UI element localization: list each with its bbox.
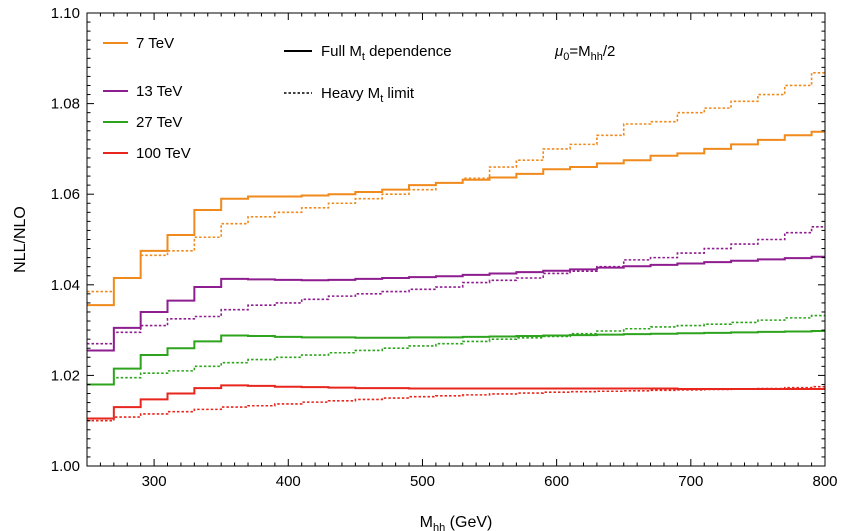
y-tick-label: 1.04 [51,277,80,294]
x-tick-label: 400 [276,473,301,490]
legend-style-label-solid: Full Mt dependence [321,43,452,63]
y-axis-label: NLL/NLO [12,206,29,273]
legend-style-label-dotted: Heavy Mt limit [321,85,415,105]
x-tick-label: 500 [410,473,435,490]
legend-label-27-tev: 27 TeV [136,114,182,131]
series-27-tev-heavy-line [87,314,825,386]
ticks-layer: 300 400 500 600 700 800 1.00 1.02 1.04 1.06 1.08 1.… [51,5,838,490]
series-100-tev-heavy-line [87,385,825,422]
x-tick-label: 800 [812,473,837,490]
x-axis-label: Mhh (GeV) [420,514,493,531]
x-tick-label: 300 [142,473,167,490]
series-layer [87,72,825,422]
y-tick-label: 1.10 [51,5,80,22]
y-tick-label: 1.02 [51,367,80,384]
y-tick-label: 1.00 [51,458,80,475]
scale-annotation: μ0=Mhh/2 [554,43,615,63]
plot-frame [86,12,826,467]
series-7-tev-full-line [87,130,825,307]
series-13-tev-heavy-line [87,226,825,345]
series-100-tev-full-line [87,384,825,420]
axis-labels: Mhh (GeV) NLL/NLO [12,206,492,531]
x-tick-label: 600 [544,473,569,490]
series-13-tev-full-line [87,255,825,352]
legend-label-7-tev: 7 TeV [136,35,174,52]
series-27-tev-full-line [87,330,825,386]
legend-label-13-tev: 13 TeV [136,83,182,100]
x-tick-label: 700 [678,473,703,490]
y-tick-label: 1.06 [51,186,80,203]
y-tick-label: 1.08 [51,96,80,113]
legend-label-100-tev: 100 TeV [136,145,191,162]
legend: 7 TeV 13 TeV 27 TeV 100 TeV Full Mt dependen… [103,35,615,162]
